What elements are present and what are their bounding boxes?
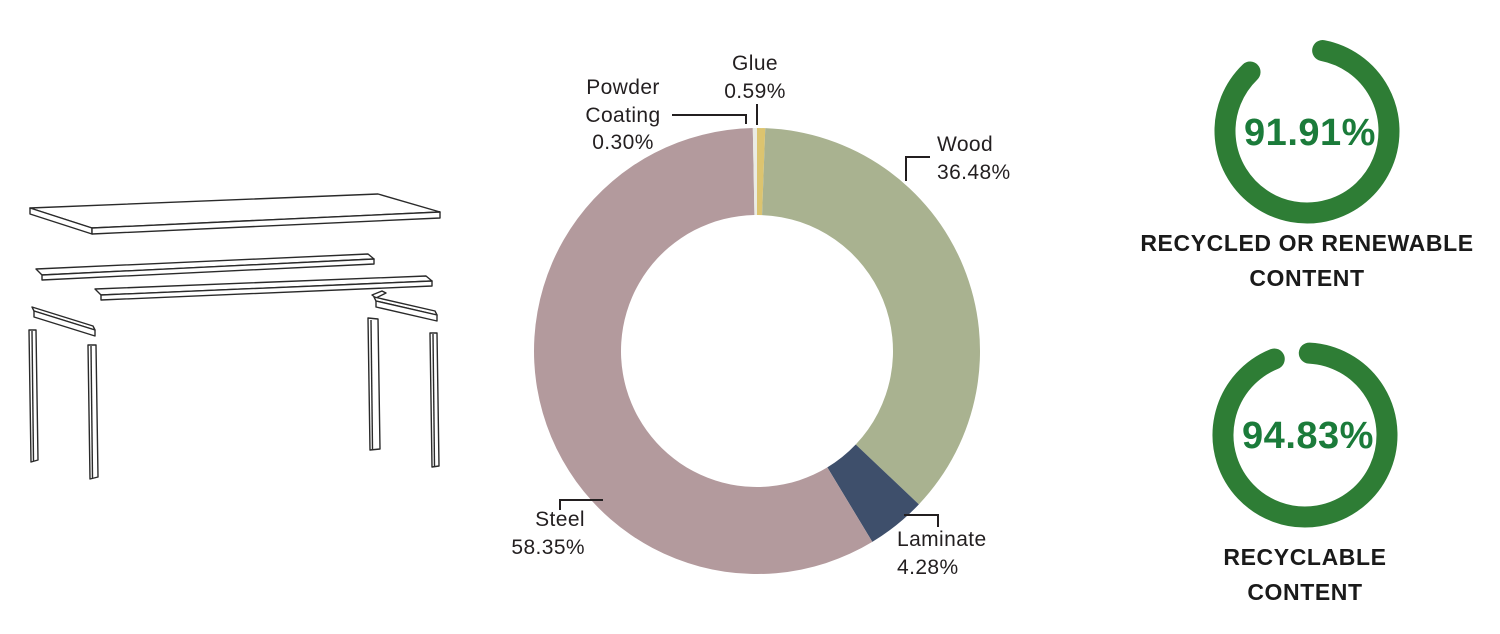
leader-line-steel <box>559 499 603 510</box>
recycled-renewable-ring <box>1214 40 1400 224</box>
side-rail-part <box>31 290 438 337</box>
recyclable-caption-line1: RECYCLABLE <box>1223 544 1387 570</box>
donut-label-steel-value: 58.35% <box>511 536 585 559</box>
donut-label-powder-name: Powder Coating <box>585 76 661 127</box>
donut-label-glue-name: Glue <box>732 52 778 75</box>
donut-segment-wood <box>762 128 981 505</box>
donut-segment-steel <box>534 128 873 575</box>
recyclable-value: 94.83% <box>1242 415 1374 457</box>
tabletop-part <box>29 193 441 235</box>
recycled-renewable-caption: RECYCLED OR RENEWABLE CONTENT <box>1110 226 1500 296</box>
recycled-renewable-caption-line2: CONTENT <box>1249 265 1365 291</box>
leader-line-wood <box>905 156 930 181</box>
donut-label-glue-value: 0.59% <box>724 80 786 103</box>
leader-line-powder-coating <box>672 114 747 124</box>
recyclable-ring <box>1212 342 1398 528</box>
donut-label-laminate-name: Laminate <box>897 528 987 551</box>
leader-line-laminate <box>904 514 939 527</box>
recyclable-caption-line2: CONTENT <box>1247 579 1363 605</box>
donut-label-powder-value: 0.30% <box>592 131 654 154</box>
leader-lines <box>559 104 939 527</box>
materials-donut-chart <box>534 127 981 575</box>
table-leg-part <box>28 317 440 480</box>
long-rail-part <box>35 253 433 301</box>
donut-label-wood: Wood 36.48% <box>937 131 1067 187</box>
donut-segment-powder-coating <box>752 128 757 216</box>
donut-label-wood-name: Wood <box>937 133 994 156</box>
recycled-renewable-caption-line1: RECYCLED OR RENEWABLE <box>1140 230 1474 256</box>
donut-label-powder-coating: Powder Coating 0.30% <box>567 74 679 157</box>
donut-segment-laminate <box>827 444 919 542</box>
donut-label-glue: Glue 0.59% <box>695 50 815 106</box>
progress-rings <box>1212 40 1400 528</box>
donut-segment-glue <box>757 127 766 216</box>
donut-label-steel: Steel 58.35% <box>455 506 585 562</box>
donut-label-steel-name: Steel <box>535 508 585 531</box>
table-exploded-drawing <box>28 193 441 480</box>
recycled-renewable-value: 91.91% <box>1244 112 1376 154</box>
recyclable-caption: RECYCLABLE CONTENT <box>1108 540 1500 610</box>
donut-label-laminate: Laminate 4.28% <box>897 526 1037 582</box>
donut-label-wood-value: 36.48% <box>937 161 1011 184</box>
donut-label-laminate-value: 4.28% <box>897 556 959 579</box>
